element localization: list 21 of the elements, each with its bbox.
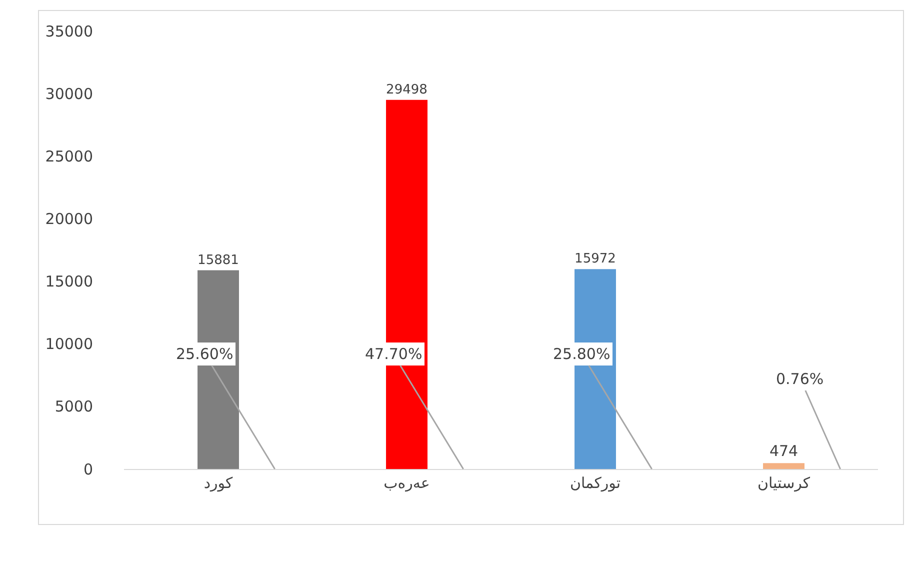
data-label: 29498: [386, 82, 428, 98]
data-label: 15881: [198, 252, 239, 268]
y-tick-label: 35000: [45, 22, 93, 40]
x-tick-label: کورد: [204, 474, 234, 492]
annotation: 47.70%: [365, 345, 422, 363]
y-tick-label: 10000: [45, 335, 93, 354]
y-tick-label: 0: [83, 460, 93, 478]
x-tick-label: کرستیان: [757, 474, 811, 492]
x-tick-label: عەرەب: [384, 474, 430, 492]
annotation: 25.60%: [176, 345, 234, 363]
y-tick-label: 20000: [45, 210, 93, 228]
y-tick-label: 30000: [45, 84, 93, 103]
data-label: 15972: [574, 252, 616, 267]
bar: [763, 463, 804, 469]
annotation: 25.80%: [553, 345, 610, 363]
y-tick-label: 25000: [45, 147, 93, 166]
data-label: 474: [769, 442, 798, 460]
x-tick-label: تورکمان: [570, 474, 621, 492]
y-tick-label: 5000: [54, 398, 93, 416]
y-tick-label: 15000: [45, 272, 93, 291]
annotation: 0.76%: [776, 370, 824, 388]
